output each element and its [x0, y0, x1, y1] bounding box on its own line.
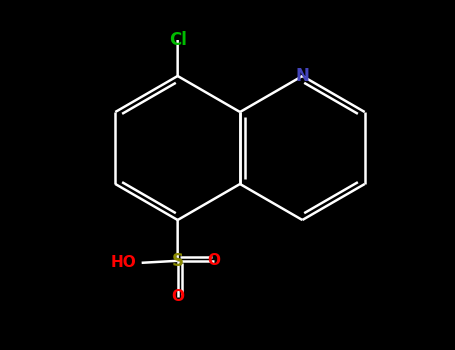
Text: HO: HO	[111, 255, 136, 270]
Text: S: S	[172, 252, 184, 270]
Text: Cl: Cl	[169, 31, 187, 49]
Text: O: O	[171, 289, 184, 304]
Text: N: N	[295, 67, 309, 85]
Text: O: O	[207, 253, 220, 268]
